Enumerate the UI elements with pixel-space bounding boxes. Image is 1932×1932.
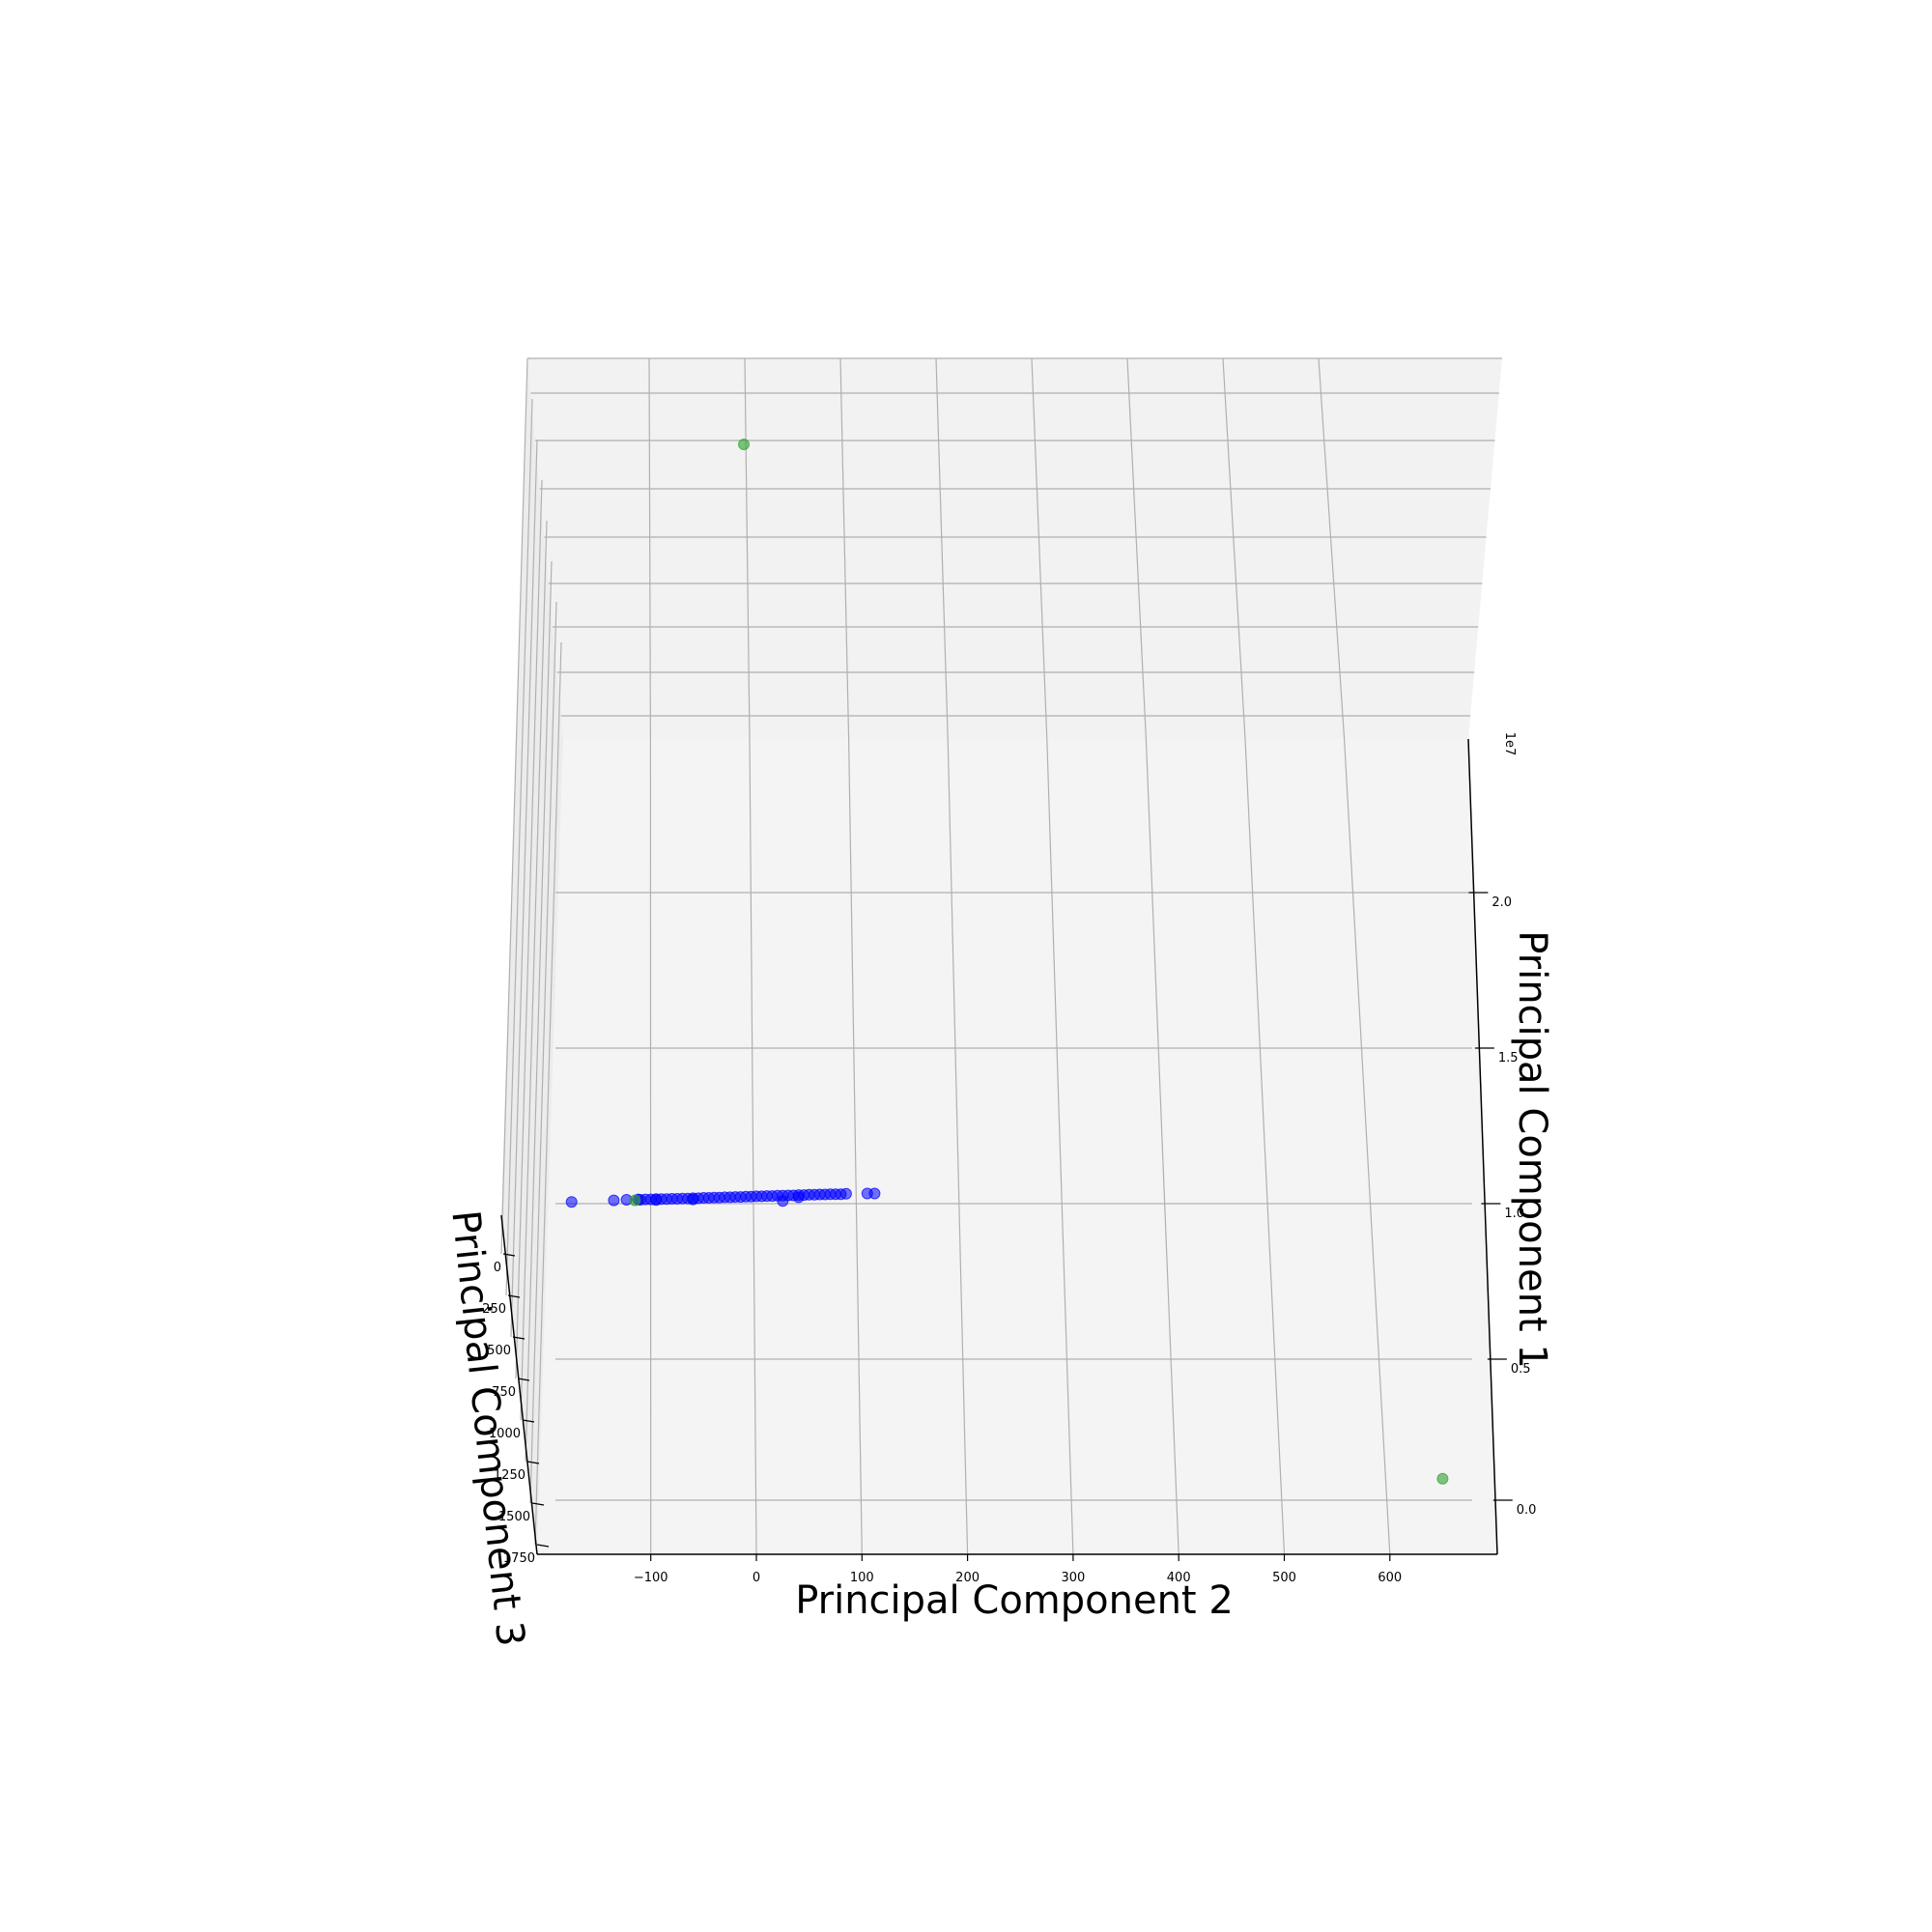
grid-line-pc2	[648, 357, 652, 1555]
grid-line-pc2	[1126, 357, 1179, 1555]
grid-line-pc2	[1222, 357, 1286, 1555]
pc2-tick-label: 600	[1378, 1571, 1402, 1585]
grid-line-pc3	[500, 357, 528, 1255]
grid-line-pc3	[529, 601, 557, 1504]
pc1-tick-label: 1.5	[1498, 1051, 1519, 1065]
tick-marks: −100 0 100 200 300 400 500 600 0.0 0.5 1.0 1.5 2.0 0 2…	[482, 892, 1537, 1585]
pc3-tick	[512, 1336, 526, 1340]
pc3-tick-label: 1750	[503, 1551, 535, 1566]
axis-panes	[501, 358, 1502, 1554]
pc3-tick	[522, 1419, 535, 1423]
pc3-tick-label: 1500	[498, 1510, 530, 1524]
grid-line-pc3	[525, 560, 553, 1463]
pc3-tick-label: 500	[487, 1344, 511, 1358]
grid-line-pc2	[935, 357, 969, 1555]
pc3-tick	[526, 1461, 540, 1464]
back-pane	[527, 358, 1502, 739]
data-point-blue	[565, 1196, 578, 1208]
pc2-tick-label: 0	[753, 1571, 760, 1585]
data-point-blue	[777, 1195, 789, 1208]
pc2-tick-label: 200	[955, 1571, 980, 1585]
pc1-axis-line	[1467, 738, 1498, 1555]
left-pane	[501, 358, 563, 1554]
data-point-blue	[650, 1194, 663, 1207]
grid-line-pc2	[744, 357, 757, 1555]
axis-lines	[500, 738, 1498, 1555]
pc3-axis-line	[500, 1214, 538, 1555]
pc3-tick	[502, 1253, 516, 1257]
pc3-tick	[536, 1544, 550, 1548]
grid-line-pc3	[534, 641, 562, 1546]
grid-line-pc3	[510, 439, 538, 1338]
pc1-tick-label: 0.5	[1511, 1362, 1531, 1377]
data-point-blue	[839, 1187, 852, 1200]
pc3-tick	[507, 1294, 521, 1298]
data-point-blue	[608, 1194, 620, 1207]
pc2-tick-label: 100	[850, 1571, 874, 1585]
data-point-blue	[868, 1187, 881, 1200]
grid-line-pc3	[505, 398, 533, 1296]
pc3-tick-label: 750	[492, 1385, 516, 1400]
pc2-tick-label: 500	[1272, 1571, 1296, 1585]
grid-lines	[500, 357, 1502, 1555]
data-points	[565, 439, 1449, 1485]
pc1-tick-label: 1.0	[1504, 1207, 1524, 1221]
grid-line-pc3	[520, 520, 548, 1421]
pc1-multiplier-label: 1e7	[1502, 732, 1517, 756]
data-point-green	[629, 1194, 641, 1207]
pc2-tick-label: 300	[1061, 1571, 1085, 1585]
pc2-axis-title: Principal Component 2	[795, 1578, 1234, 1623]
pc3-tick-label: 1000	[489, 1427, 521, 1441]
pc1-tick-label: 0.0	[1517, 1503, 1537, 1518]
pc3-tick-label: 1250	[494, 1468, 526, 1483]
data-point-blue	[687, 1193, 699, 1206]
pc1-tick-label: 2.0	[1492, 895, 1512, 910]
data-point-green	[738, 439, 750, 450]
data-point-blue	[792, 1191, 805, 1204]
pc2-tick-label: −100	[634, 1571, 668, 1585]
pc1-axis-title: Principal Component 1	[1510, 930, 1554, 1369]
pc2-tick-label: 400	[1167, 1571, 1191, 1585]
grid-line-pc2	[1318, 357, 1391, 1555]
pc3-tick-label: 0	[494, 1261, 501, 1275]
grid-line-pc2	[839, 357, 863, 1555]
front-pane	[537, 739, 1497, 1554]
pc3-tick	[531, 1502, 545, 1506]
pc3-tick	[517, 1378, 530, 1381]
grid-line-pc3	[515, 479, 543, 1379]
grid-line-pc2	[1031, 357, 1074, 1555]
pc3-tick-label: 250	[482, 1302, 506, 1317]
data-point-green	[1436, 1472, 1449, 1485]
